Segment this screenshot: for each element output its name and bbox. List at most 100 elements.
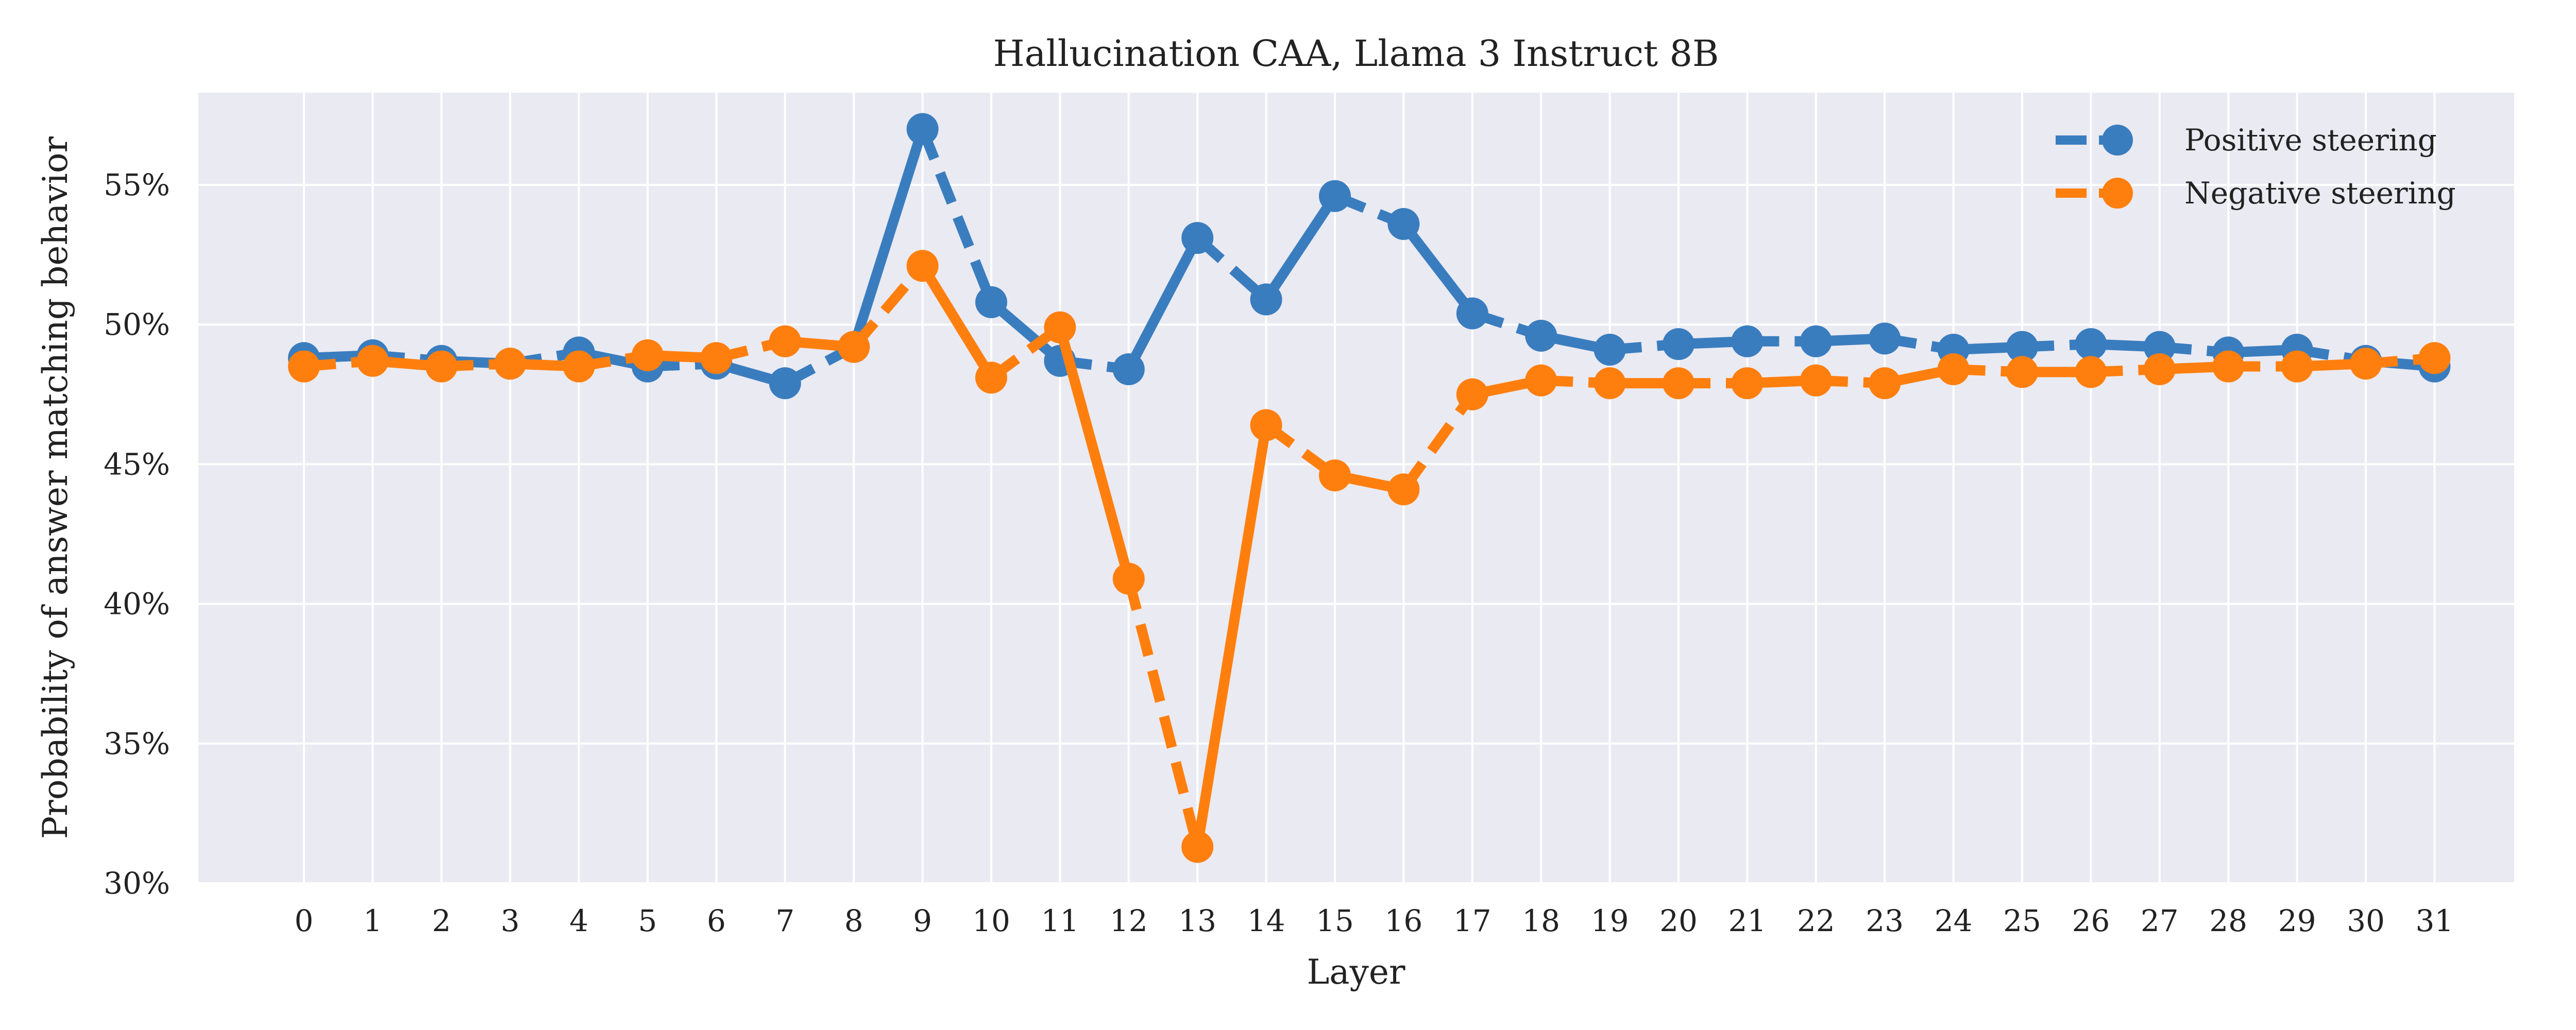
x-tick-label: 30 [2347, 903, 2385, 938]
y-axis-ticks: 30% 35% 40% 45% 50% 55% [104, 167, 170, 901]
legend-item-negative: Negative steering [2056, 176, 2456, 211]
series-negative-point [632, 339, 664, 371]
series-positive-point [1869, 322, 1901, 355]
series-negative-point [1594, 367, 1626, 400]
series-negative-point [1800, 364, 1832, 397]
series-negative-point [1663, 367, 1694, 400]
series-negative-segment [1192, 424, 1272, 848]
series-negative-point [1044, 311, 1076, 344]
series-negative-point [2143, 353, 2176, 385]
x-tick-label: 12 [1110, 903, 1148, 938]
series-positive-point [975, 286, 1007, 318]
legend-item-positive: Positive steering [2056, 123, 2437, 158]
series-positive-point [2143, 331, 2176, 363]
x-tick-label: 26 [2072, 903, 2110, 938]
series-positive-point [1319, 180, 1351, 212]
series-negative-point [1319, 459, 1351, 492]
x-tick-label: 1 [363, 903, 382, 938]
y-tick-label: 35% [104, 726, 170, 761]
x-tick-label: 13 [1178, 903, 1216, 938]
x-tick-label: 11 [1041, 903, 1079, 938]
series-layer [288, 113, 2451, 863]
x-tick-label: 21 [1728, 903, 1766, 938]
series-negative-point [700, 342, 733, 374]
series-negative-point [425, 350, 457, 383]
x-tick-label: 14 [1247, 903, 1285, 938]
series-negative-point [2281, 350, 2313, 383]
series-positive-segment [1399, 220, 1477, 317]
series-positive-point [1525, 319, 1557, 352]
series-negative-point [1731, 367, 1764, 400]
x-tick-label: 2 [432, 903, 451, 938]
y-tick-label: 50% [104, 307, 170, 342]
x-tick-label: 28 [2209, 903, 2247, 938]
series-positive-point [1112, 353, 1145, 385]
series-negative-point [288, 350, 320, 383]
series-positive-point [1731, 325, 1764, 357]
series-negative-point [769, 325, 801, 357]
series-negative-segment [850, 262, 927, 351]
series-positive-segment [849, 127, 928, 349]
x-tick-label: 24 [1935, 903, 1973, 938]
series-negative-point [494, 348, 527, 380]
y-tick-label: 45% [104, 447, 170, 482]
legend-label-negative: Negative steering [2184, 176, 2456, 211]
y-tick-label: 55% [104, 167, 170, 202]
series-negative-point [2418, 342, 2451, 374]
series-negative [288, 250, 2451, 863]
x-tick-label: 7 [775, 903, 794, 938]
series-positive-point [1800, 325, 1832, 357]
series-positive-segment [918, 127, 996, 304]
series-negative-point [1456, 378, 1488, 410]
series-negative-point [1525, 364, 1557, 397]
series-negative-point [1937, 353, 1970, 385]
series-negative-point [975, 362, 1007, 394]
series-negative-point [906, 250, 939, 282]
series-positive-point [1594, 334, 1626, 366]
x-tick-label: 19 [1591, 903, 1629, 938]
series-positive-point [1456, 297, 1488, 330]
series-positive-point [1181, 222, 1214, 254]
x-tick-label: 25 [2003, 903, 2041, 938]
series-negative-point [1112, 562, 1145, 595]
x-tick-label: 8 [844, 903, 863, 938]
legend-swatch-negative-marker [2102, 178, 2133, 209]
series-positive-segment [1262, 193, 1340, 302]
legend: Positive steering Negative steering [2056, 123, 2456, 211]
series-positive-segment [1124, 235, 1202, 372]
series-negative-point [1181, 831, 1214, 863]
y-tick-label: 30% [104, 866, 170, 901]
x-axis-ticks: 0 1 2 3 4 5 6 7 8 9 10 11 12 13 14 15 16 17 18 19 20 21 22 23 24… [295, 903, 2454, 938]
series-negative-point [2212, 350, 2245, 383]
legend-label-positive: Positive steering [2184, 123, 2437, 158]
x-tick-label: 18 [1522, 903, 1560, 938]
x-tick-label: 22 [1797, 903, 1835, 938]
series-negative-point [2075, 356, 2107, 388]
series-negative-segment [918, 263, 996, 381]
series-positive-point [1663, 328, 1694, 360]
series-positive-point [2006, 331, 2038, 363]
series-negative-point [1387, 473, 1420, 506]
x-tick-label: 9 [913, 903, 932, 938]
series-negative-point [357, 345, 389, 377]
series-positive-point [1387, 208, 1420, 240]
series-negative-point [2350, 348, 2382, 380]
x-tick-label: 16 [1384, 903, 1422, 938]
x-tick-label: 23 [1866, 903, 1904, 938]
x-tick-label: 27 [2141, 903, 2179, 938]
series-positive-point [769, 367, 801, 400]
y-tick-label: 40% [104, 587, 170, 622]
series-positive-point [2075, 328, 2107, 360]
series-negative-segment [1399, 391, 1477, 493]
chart-title: Hallucination CAA, Llama 3 Instruct 8B [993, 32, 1719, 75]
x-tick-label: 6 [707, 903, 726, 938]
y-axis-label: Probability of answer matching behavior [36, 136, 75, 839]
legend-swatch-positive-marker [2102, 125, 2133, 156]
x-tick-label: 20 [1659, 903, 1698, 938]
series-negative-point [838, 331, 870, 363]
series-positive-point [1250, 283, 1282, 316]
x-tick-label: 3 [501, 903, 520, 938]
x-tick-label: 31 [2415, 903, 2453, 938]
x-tick-label: 29 [2278, 903, 2316, 938]
